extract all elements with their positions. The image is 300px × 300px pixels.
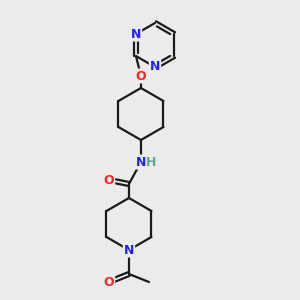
Text: N: N: [150, 61, 160, 74]
Text: O: O: [103, 275, 114, 289]
Text: N: N: [131, 28, 141, 40]
Text: N: N: [124, 244, 134, 256]
Text: N: N: [136, 155, 146, 169]
Text: H: H: [146, 155, 156, 169]
Text: O: O: [136, 70, 146, 83]
Text: O: O: [103, 173, 114, 187]
